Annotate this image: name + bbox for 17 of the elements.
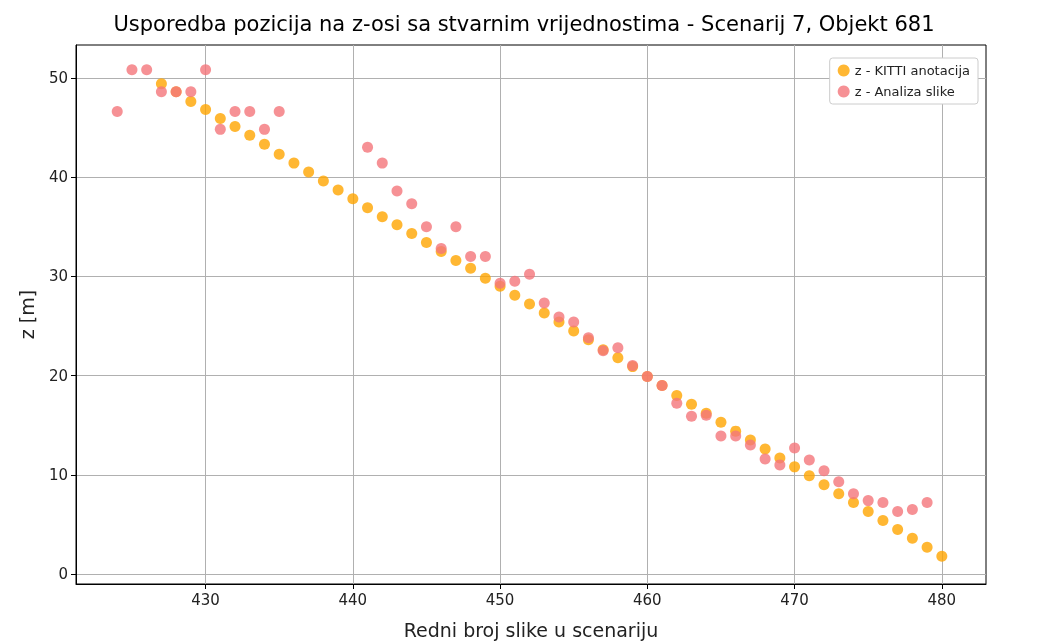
legend-label: z - KITTI anotacija [854,63,971,78]
y-tick-label: 20 [48,366,68,385]
y-tick-label: 10 [48,465,68,484]
x-tick-label: 440 [338,590,368,609]
chart-title: Usporedba pozicija na z-osi sa stvarnim vrijednostima - Scenarij 7, Objekt 681 [113,11,935,36]
x-tick-label: 470 [780,590,809,609]
y-tick-label: 40 [48,168,68,187]
x-axis-title: Redni broj slike u scenariju [403,618,659,641]
x-tick-label: 450 [485,590,515,609]
y-axis-title: z [m] [15,289,38,340]
y-tick-label: 50 [48,68,68,87]
x-tick-label: 430 [191,590,220,609]
legend-label: z - Analiza slike [854,84,955,99]
x-tick-label: 480 [927,590,957,609]
x-tick-label: 460 [633,590,662,609]
y-tick-label: 0 [58,565,68,584]
y-tick-label: 30 [48,267,68,286]
